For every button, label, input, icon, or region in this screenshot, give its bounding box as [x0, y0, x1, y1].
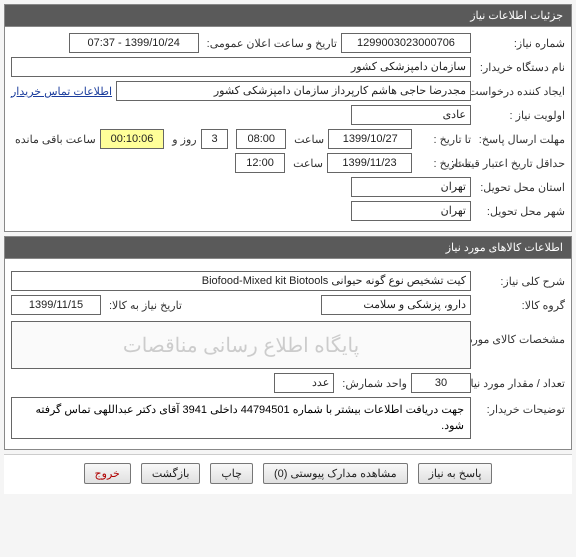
unit-value: عدد: [274, 373, 334, 393]
to-date-label-2: تا تاریخ :: [416, 157, 471, 170]
contact-link[interactable]: اطلاعات تماس خریدار: [11, 85, 112, 98]
deadline-label: مهلت ارسال پاسخ:: [475, 133, 565, 146]
remain-value: 00:10:06: [100, 129, 165, 149]
creator-value: مجدرضا حاجی هاشم کارپرداز سازمان دامپزشک…: [116, 81, 471, 101]
group-label: گروه کالا:: [475, 299, 565, 312]
panel1-title: جزئیات اطلاعات نیاز: [5, 5, 571, 27]
to-time-value: 08:00: [236, 129, 286, 149]
creator-label: ایجاد کننده درخواست:: [475, 85, 565, 98]
buyer-note-label: توضیحات خریدار:: [475, 397, 565, 416]
time-label-2: ساعت: [289, 157, 323, 170]
gen-desc-value: کیت تشخیص نوع گونه حیوانی Biofood-Mixed …: [11, 271, 471, 291]
unit-label: واحد شمارش:: [338, 377, 407, 390]
group-value: دارو، پزشکی و سلامت: [321, 295, 471, 315]
min-valid-label: حداقل تاریخ اعتبار قیمت:: [475, 157, 565, 170]
panel1-body: شماره نیاز: 1299003023000706 تاریخ و ساع…: [5, 27, 571, 231]
to-date-label: تا تاریخ :: [416, 133, 471, 146]
spec-label: مشخصات کالای مورد نیاز:: [475, 319, 565, 346]
days-label: روز و: [168, 133, 196, 146]
pub-date-value: 1399/10/24 - 07:37: [69, 33, 199, 53]
qty-value: 30: [411, 373, 471, 393]
deliv-state-label: استان محل تحویل:: [475, 181, 565, 194]
priority-value: عادی: [351, 105, 471, 125]
panel2-body: شرح کلی نیاز: کیت تشخیص نوع گونه حیوانی …: [5, 259, 571, 449]
buyer-label: نام دستگاه خریدار:: [475, 61, 565, 74]
watermark-text: پایگاه اطلاع رسانی مناقصات: [12, 322, 470, 368]
days-value: 3: [201, 129, 229, 149]
goods-info-panel: اطلاعات کالاهای مورد نیاز شرح کلی نیاز: …: [4, 236, 572, 450]
need-date-value: 1399/11/15: [11, 295, 101, 315]
req-no-label: شماره نیاز:: [475, 37, 565, 50]
priority-label: اولویت نیاز :: [475, 109, 565, 122]
buyer-note-value: جهت دریافت اطلاعات بیشتر با شماره 447945…: [11, 397, 471, 439]
deliv-state-value: تهران: [351, 177, 471, 197]
panel2-title: اطلاعات کالاهای مورد نیاز: [5, 237, 571, 259]
min-valid-date: 1399/11/23: [327, 153, 412, 173]
respond-button[interactable]: پاسخ به نیاز: [418, 463, 493, 484]
deliv-city-label: شهر محل تحویل:: [475, 205, 565, 218]
to-date-value: 1399/10/27: [328, 129, 412, 149]
pub-date-label: تاریخ و ساعت اعلان عمومی:: [203, 37, 337, 50]
deliv-city-value: تهران: [351, 201, 471, 221]
back-button[interactable]: بازگشت: [141, 463, 201, 484]
remain-label: ساعت باقی مانده: [11, 133, 96, 146]
print-button[interactable]: چاپ: [210, 463, 253, 484]
button-bar: پاسخ به نیاز مشاهده مدارک پیوستی (0) چاپ…: [4, 454, 572, 494]
time-label-1: ساعت: [290, 133, 324, 146]
min-valid-time: 12:00: [235, 153, 285, 173]
exit-button[interactable]: خروج: [84, 463, 131, 484]
spec-area: پایگاه اطلاع رسانی مناقصات: [11, 321, 471, 369]
buyer-value: سازمان دامپزشکی کشور: [11, 57, 471, 77]
gen-desc-label: شرح کلی نیاز:: [475, 275, 565, 288]
qty-label: تعداد / مقدار مورد نیاز:: [475, 377, 565, 390]
need-details-panel: جزئیات اطلاعات نیاز شماره نیاز: 12990030…: [4, 4, 572, 232]
attachments-button[interactable]: مشاهده مدارک پیوستی (0): [263, 463, 408, 484]
need-date-label: تاریخ نیاز به کالا:: [105, 299, 182, 312]
req-no-value: 1299003023000706: [341, 33, 471, 53]
